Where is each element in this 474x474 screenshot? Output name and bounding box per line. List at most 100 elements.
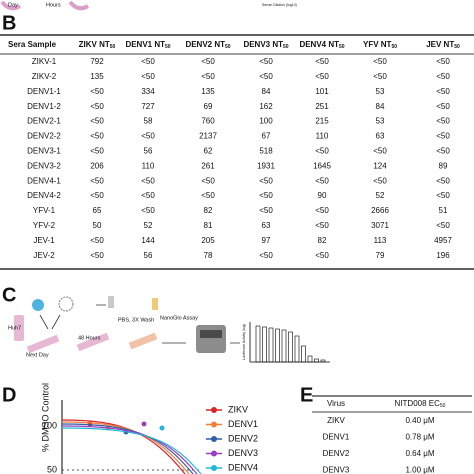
cell: <50 xyxy=(373,72,387,81)
cell: <50 xyxy=(201,72,215,81)
cell: 52 xyxy=(376,191,385,200)
arrow xyxy=(39,304,106,330)
cell: <50 xyxy=(90,236,104,245)
cell: 67 xyxy=(262,132,271,141)
cell: 81 xyxy=(204,221,213,230)
row-label: YFV-2 xyxy=(33,221,56,230)
cell: 97 xyxy=(262,236,271,245)
point xyxy=(159,425,165,431)
cell: <50 xyxy=(201,57,215,66)
header-cell: DENV1 NT50 xyxy=(125,40,170,50)
row-label: DENV1-1 xyxy=(27,87,61,96)
cell: <50 xyxy=(90,117,104,126)
subscript: 50 xyxy=(110,44,116,50)
cell: 51 xyxy=(439,206,448,215)
header-text: DENV4 NT xyxy=(299,40,339,49)
cell: <50 xyxy=(315,57,329,66)
legend-marker xyxy=(211,465,217,471)
plate xyxy=(26,334,60,354)
subscript: 50 xyxy=(391,44,397,50)
legend-label: DENV3 xyxy=(228,448,258,458)
label: PBS, 3X Wash xyxy=(118,317,154,323)
cell: <50 xyxy=(436,102,450,111)
panel-label: D xyxy=(2,384,16,406)
cell: 78 xyxy=(204,251,213,260)
cell: 113 xyxy=(374,236,387,245)
cell: <50 xyxy=(90,176,104,185)
legend-marker xyxy=(211,450,217,457)
subscript: 50 xyxy=(283,44,289,50)
cell: <50 xyxy=(141,206,155,215)
bar xyxy=(314,358,319,363)
cell: <50 xyxy=(90,251,104,260)
cell: 162 xyxy=(259,102,273,111)
header-text: DENV2 NT xyxy=(185,40,225,49)
panel-label: B xyxy=(2,12,16,34)
bar xyxy=(307,355,313,363)
legend-label: DENV2 xyxy=(228,433,258,443)
hand-icon xyxy=(0,0,22,11)
point xyxy=(141,421,147,427)
header-cell: ZIKV NT50 xyxy=(79,40,116,50)
dose-response-chart: % DMSO Control 100 50 ZIKV DENV1 DENV2 DENV… xyxy=(40,383,258,474)
bar xyxy=(262,326,267,363)
header-cell: Sera Sample xyxy=(8,40,57,49)
row-label: YFV-1 xyxy=(33,206,56,215)
cell: 2137 xyxy=(199,132,217,141)
cell: <50 xyxy=(259,251,273,260)
cell: <50 xyxy=(436,57,450,66)
header-cell: DENV4 NT50 xyxy=(299,40,344,50)
cell: 206 xyxy=(90,161,104,170)
y-tick-label: 100 xyxy=(42,420,57,430)
legend-label: ZIKV xyxy=(228,404,248,414)
cell: 63 xyxy=(262,221,271,230)
hand-icon xyxy=(68,0,90,11)
cell: <50 xyxy=(436,176,450,185)
header-text: JEV NT xyxy=(426,40,454,49)
legend-marker xyxy=(211,407,217,413)
cell: 135 xyxy=(90,72,104,81)
panel-label: C xyxy=(2,284,16,306)
cell: 82 xyxy=(318,236,327,245)
cell: 63 xyxy=(376,132,385,141)
panel-a-strip xyxy=(0,0,474,10)
subscript: 50 xyxy=(165,44,171,50)
legend-marker xyxy=(211,436,217,442)
bar xyxy=(294,335,300,363)
cell: <50 xyxy=(201,176,215,185)
row-label: ZIKV xyxy=(327,416,345,425)
legend: ZIKV DENV1 DENV2 DENV3 DENV4 xyxy=(206,404,258,472)
cell: 760 xyxy=(201,117,215,126)
plate xyxy=(76,332,110,352)
cell: 0.40 μM xyxy=(405,416,434,425)
cell: 2666 xyxy=(371,206,389,215)
curve xyxy=(61,427,202,474)
legend-label: DENV4 xyxy=(228,462,258,472)
bars xyxy=(255,325,326,363)
cell: <50 xyxy=(315,147,329,156)
legend-label: DENV1 xyxy=(228,419,258,429)
row-label: ZIKV-2 xyxy=(32,72,57,81)
label: Hours xyxy=(46,2,61,8)
cell: <50 xyxy=(259,57,273,66)
header-cell: JEV NT50 xyxy=(426,40,460,50)
cell: <50 xyxy=(259,176,273,185)
virus-icon xyxy=(32,299,44,311)
axis-label: % DMSO Control xyxy=(40,383,50,452)
cell: <50 xyxy=(315,206,329,215)
table: Sera Sample ZIKV NT50 DENV1 NT50 DENV2 NT50… xyxy=(0,34,474,270)
subscript: 50 xyxy=(339,44,345,50)
row-label: DENV4-2 xyxy=(27,191,61,200)
header-text: Sera Sample xyxy=(8,40,57,49)
header-cell: DENV3 NT50 xyxy=(243,40,288,50)
cell: <50 xyxy=(373,57,387,66)
table: Virus NITD008 EC50 ZIKV 0.40 μM DENV1 0.78 μM… xyxy=(312,395,472,474)
cell: 205 xyxy=(201,236,215,245)
cell: 58 xyxy=(144,117,153,126)
cell: 334 xyxy=(141,87,155,96)
bottle xyxy=(152,298,158,310)
cell: 792 xyxy=(90,57,104,66)
header-text: ZIKV NT xyxy=(79,40,110,49)
curves xyxy=(61,419,202,474)
